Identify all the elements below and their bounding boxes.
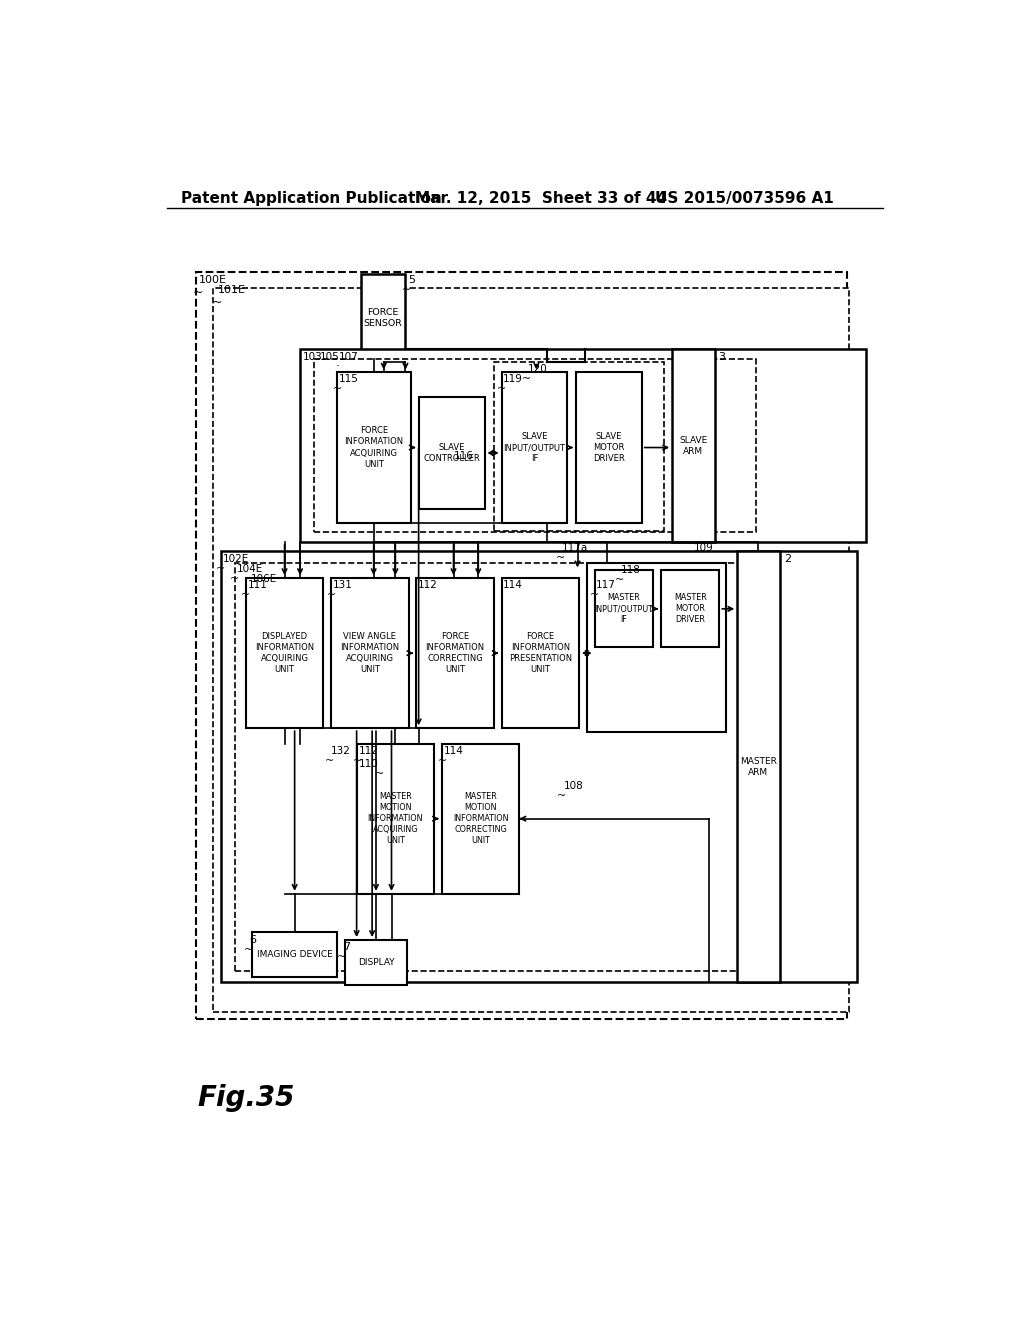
Bar (197, 272, 847, 1019)
Text: 117: 117 (596, 581, 616, 590)
Bar (213, 288, 849, 1011)
Text: 107: 107 (339, 352, 358, 363)
Text: 3: 3 (719, 352, 726, 363)
Text: 112: 112 (418, 581, 437, 590)
Text: ~: ~ (402, 285, 412, 296)
Text: 5: 5 (409, 276, 416, 285)
Text: ~: ~ (327, 590, 336, 601)
Text: ~: ~ (521, 374, 531, 384)
Text: ~: ~ (244, 945, 253, 954)
Text: 112: 112 (359, 746, 379, 756)
Text: US 2015/0073596 A1: US 2015/0073596 A1 (655, 191, 834, 206)
Bar (575, 372, 642, 523)
Text: MASTER
MOTION
INFORMATION
ACQUIRING
UNIT: MASTER MOTION INFORMATION ACQUIRING UNIT (368, 792, 423, 845)
Text: ~: ~ (375, 770, 384, 779)
Text: 115: 115 (339, 374, 358, 384)
Text: FORCE
SENSOR: FORCE SENSOR (364, 308, 402, 329)
Text: 101E: 101E (218, 285, 246, 296)
Bar (417, 578, 494, 729)
Text: 103: 103 (303, 352, 323, 363)
Text: 120: 120 (528, 364, 548, 374)
Text: 106E: 106E (251, 574, 276, 585)
Text: FORCE
INFORMATION
ACQUIRING
UNIT: FORCE INFORMATION ACQUIRING UNIT (344, 426, 403, 469)
Text: ~: ~ (212, 296, 222, 309)
Text: 116: 116 (454, 451, 473, 461)
Bar (494, 362, 665, 531)
Text: 105: 105 (321, 352, 340, 363)
Bar (300, 350, 866, 543)
Text: 117a: 117a (562, 544, 588, 553)
Text: 114: 114 (503, 581, 523, 590)
Text: Patent Application Publication: Patent Application Publication (180, 191, 441, 206)
Text: FORCE
INFORMATION
CORRECTING
UNIT: FORCE INFORMATION CORRECTING UNIT (426, 632, 484, 675)
Text: ~: ~ (337, 952, 346, 962)
Text: ~: ~ (230, 574, 240, 585)
Text: 6: 6 (250, 935, 257, 945)
Text: 131: 131 (333, 581, 352, 590)
Bar (672, 350, 715, 543)
Bar (314, 359, 756, 532)
Text: ~: ~ (333, 384, 342, 393)
Text: ~: ~ (614, 576, 624, 585)
Bar (442, 743, 519, 894)
Text: SLAVE
CONTROLLER: SLAVE CONTROLLER (423, 444, 480, 463)
Bar (360, 275, 406, 363)
Text: ~: ~ (325, 756, 334, 766)
Text: Mar. 12, 2015  Sheet 33 of 44: Mar. 12, 2015 Sheet 33 of 44 (415, 191, 667, 206)
Text: SLAVE
MOTOR
DRIVER: SLAVE MOTOR DRIVER (593, 432, 625, 463)
Bar (337, 372, 411, 523)
Bar (587, 562, 726, 733)
Bar (221, 552, 856, 982)
Text: FORCE
INFORMATION
PRESENTATION
UNIT: FORCE INFORMATION PRESENTATION UNIT (509, 632, 571, 675)
Text: Fig.35: Fig.35 (198, 1084, 295, 1111)
Text: ~: ~ (352, 756, 362, 766)
Text: MASTER
MOTION
INFORMATION
CORRECTING
UNIT: MASTER MOTION INFORMATION CORRECTING UNI… (453, 792, 508, 845)
Text: 2: 2 (783, 554, 791, 564)
Text: 104E: 104E (237, 564, 263, 574)
Text: ~: ~ (557, 791, 566, 800)
Text: ~: ~ (241, 590, 251, 601)
Bar (502, 372, 567, 523)
Bar (234, 562, 762, 970)
Text: ~: ~ (556, 553, 565, 564)
Text: .: . (336, 355, 340, 368)
Bar (246, 578, 324, 729)
Text: 118: 118 (621, 565, 641, 576)
Text: MASTER
MOTOR
DRIVER: MASTER MOTOR DRIVER (674, 593, 707, 624)
Text: MASTER
ARM: MASTER ARM (740, 756, 777, 776)
Text: 132: 132 (331, 746, 351, 756)
Bar (252, 932, 337, 977)
Text: 109: 109 (693, 544, 714, 553)
Text: 7: 7 (343, 942, 350, 952)
Text: 100E: 100E (200, 276, 227, 285)
Text: IMAGING DEVICE: IMAGING DEVICE (257, 950, 333, 960)
Text: 110: 110 (359, 759, 379, 770)
Bar (345, 940, 407, 985)
Bar (331, 578, 409, 729)
Text: ~: ~ (590, 590, 599, 601)
Text: 119: 119 (503, 374, 523, 384)
Text: ~: ~ (216, 564, 225, 574)
Text: ~: ~ (497, 384, 506, 393)
Text: SLAVE
ARM: SLAVE ARM (679, 436, 708, 455)
Text: DISPLAY: DISPLAY (357, 958, 394, 966)
Text: 102E: 102E (222, 554, 249, 564)
Bar (356, 743, 434, 894)
Text: ~: ~ (194, 285, 204, 298)
Text: 114: 114 (444, 746, 464, 756)
Text: 108: 108 (563, 780, 584, 791)
Text: MASTER
INPUT/OUTPUT
IF: MASTER INPUT/OUTPUT IF (594, 593, 653, 624)
Text: SLAVE
INPUT/OUTPUT
IF: SLAVE INPUT/OUTPUT IF (504, 432, 565, 463)
Text: VIEW ANGLE
INFORMATION
ACQUIRING
UNIT: VIEW ANGLE INFORMATION ACQUIRING UNIT (340, 632, 399, 675)
Bar (502, 578, 579, 729)
Bar (737, 552, 779, 982)
Text: 111: 111 (248, 581, 267, 590)
Bar (419, 397, 484, 508)
Text: ~: ~ (438, 756, 447, 766)
Text: DISPLAYED
INFORMATION
ACQUIRING
UNIT: DISPLAYED INFORMATION ACQUIRING UNIT (255, 632, 314, 675)
Bar (595, 570, 652, 647)
Bar (662, 570, 719, 647)
